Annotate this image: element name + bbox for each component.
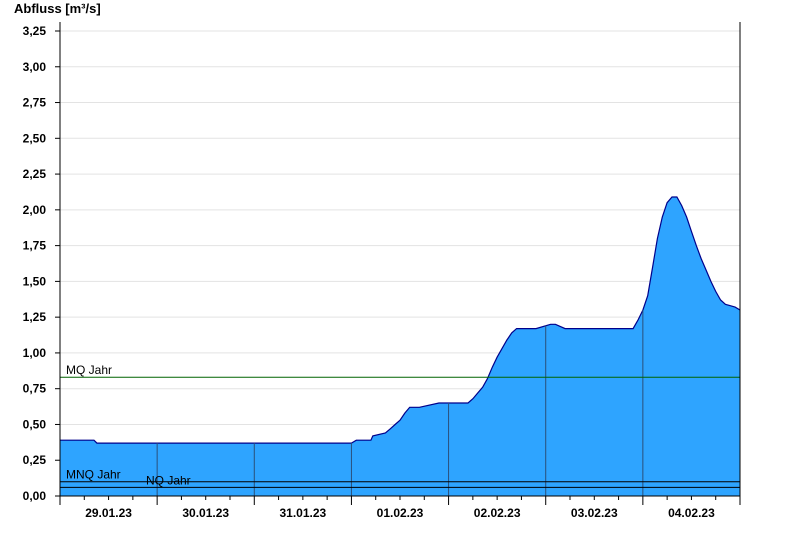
axes: 0,00 0,25 0,50 0,75 1,00 1,25 1,50 1,75 2,00 2,25… — [23, 22, 741, 520]
y-tick-label: 3,00 — [23, 60, 47, 74]
y-tick-label: 2,50 — [23, 131, 47, 145]
reference-line-label: MQ Jahr — [66, 363, 112, 377]
y-tick-label: 3,25 — [23, 24, 47, 38]
x-tick-label: 04.02.23 — [668, 506, 715, 520]
y-tick-label: 0,00 — [23, 489, 47, 503]
x-tick-label: 29.01.23 — [85, 506, 132, 520]
y-tick-label: 2,75 — [23, 96, 47, 110]
y-tick-label: 1,75 — [23, 239, 47, 253]
reference-line-label: MNQ Jahr — [66, 468, 121, 482]
x-tick-label: 03.02.23 — [571, 506, 618, 520]
discharge-line — [60, 196, 741, 444]
x-tick-label: 30.01.23 — [182, 506, 229, 520]
x-tick-label: 01.02.23 — [377, 506, 424, 520]
y-tick-label: 0,25 — [23, 453, 47, 467]
reference-lines: MQ Jahr MNQ Jahr NQ Jahr — [60, 363, 740, 488]
y-tick-label: 1,25 — [23, 310, 47, 324]
y-axis-label: Abfluss [m³/s] — [14, 1, 101, 16]
x-tick-label: 31.01.23 — [279, 506, 326, 520]
x-tick-label: 02.02.23 — [474, 506, 521, 520]
y-tick-label: 1,50 — [23, 274, 47, 288]
y-tick-label: 0,75 — [23, 382, 47, 396]
reference-line-label: NQ Jahr — [146, 473, 191, 487]
discharge-area — [60, 197, 740, 496]
y-tick-label: 2,25 — [23, 167, 47, 181]
y-tick-label: 2,00 — [23, 203, 47, 217]
y-tick-label: 0,50 — [23, 417, 47, 431]
y-tick-label: 1,00 — [23, 346, 47, 360]
